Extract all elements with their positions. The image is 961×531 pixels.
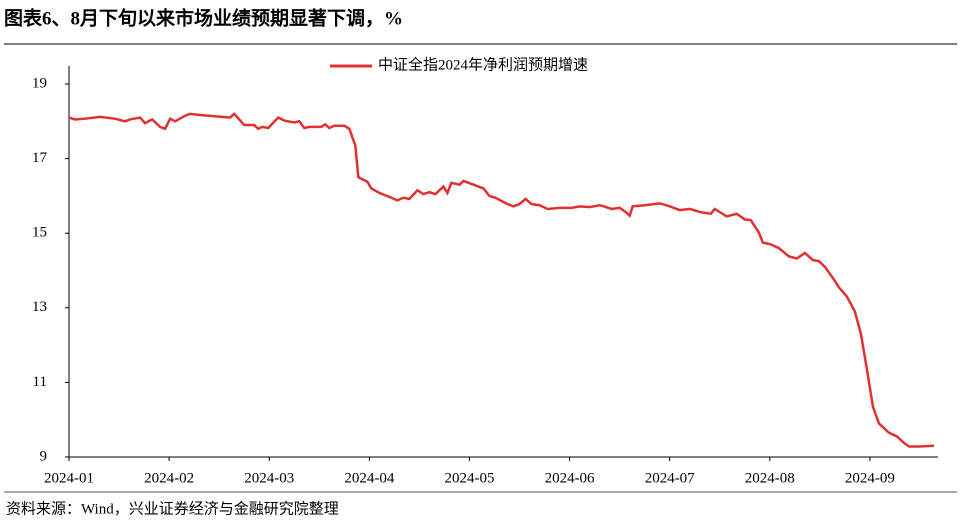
x-tick-label: 2024-07 (645, 470, 695, 486)
source-note: 资料来源：Wind，兴业证券经济与金融研究院整理 (6, 499, 339, 517)
series-line (68, 112, 935, 448)
y-tick-label: 13 (32, 299, 47, 315)
x-tick-label: 2024-02 (144, 470, 194, 486)
x-tick-label: 2024-05 (444, 470, 494, 486)
legend-label: 中证全指2024年净利润预期增速 (378, 55, 588, 73)
x-tick-label: 2024-04 (344, 470, 394, 486)
x-tick-label: 2024-03 (244, 470, 294, 486)
x-tick-label: 2024-08 (745, 470, 795, 486)
x-tick-label: 2024-09 (845, 470, 895, 486)
y-tick-label: 9 (40, 448, 48, 464)
chart-title: 图表6、8月下旬以来市场业绩预期显著下调，% (4, 6, 403, 29)
y-tick-label: 15 (32, 225, 47, 241)
y-tick-label: 17 (32, 150, 48, 166)
y-tick-label: 11 (33, 374, 47, 390)
x-tick-label: 2024-01 (44, 470, 94, 486)
y-tick-label: 19 (32, 75, 47, 91)
x-tick-label: 2024-06 (545, 470, 595, 486)
